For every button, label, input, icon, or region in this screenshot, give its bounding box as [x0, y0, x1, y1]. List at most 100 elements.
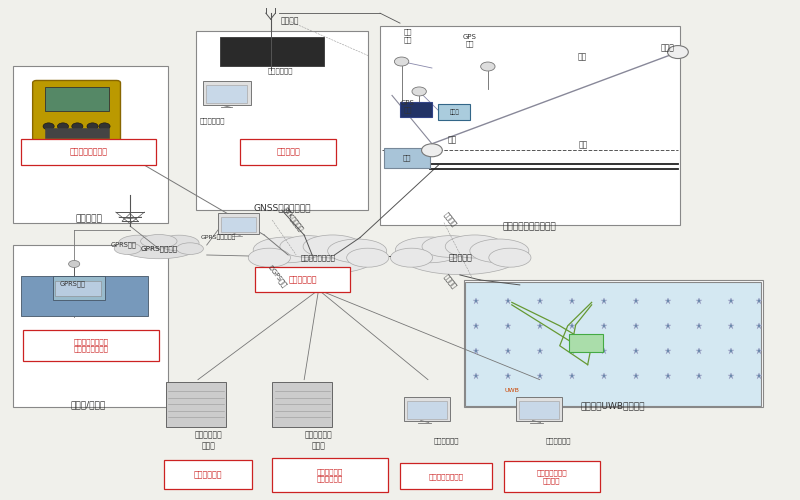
Text: 作业计划管理软件: 作业计划管理软件	[429, 473, 463, 480]
Text: 装载机/运输车: 装载机/运输车	[71, 400, 106, 409]
FancyBboxPatch shape	[254, 268, 350, 292]
Circle shape	[394, 57, 409, 66]
Text: 车身: 车身	[447, 136, 457, 145]
FancyBboxPatch shape	[13, 245, 169, 407]
FancyBboxPatch shape	[504, 462, 600, 492]
Text: 装载机移动站软件
运输车移动站软件: 装载机移动站软件 运输车移动站软件	[74, 338, 109, 352]
Text: 电台天线: 电台天线	[280, 16, 298, 25]
FancyBboxPatch shape	[220, 36, 324, 66]
Circle shape	[72, 123, 83, 130]
Ellipse shape	[159, 235, 199, 251]
Ellipse shape	[177, 243, 203, 254]
Ellipse shape	[114, 243, 141, 254]
Ellipse shape	[248, 248, 290, 267]
Ellipse shape	[141, 234, 177, 248]
Ellipse shape	[303, 235, 362, 258]
Text: 轨道: 轨道	[579, 141, 588, 150]
FancyBboxPatch shape	[196, 30, 368, 210]
Ellipse shape	[390, 248, 433, 267]
FancyBboxPatch shape	[221, 216, 256, 232]
Text: 光纤网络: 光纤网络	[442, 272, 458, 289]
Text: 数据中心软件
系统维护软件: 数据中心软件 系统维护软件	[317, 468, 343, 482]
Text: 手持机移动站软件: 手持机移动站软件	[70, 148, 107, 157]
FancyBboxPatch shape	[165, 460, 252, 490]
Text: 斗轮端: 斗轮端	[661, 44, 674, 52]
Ellipse shape	[280, 236, 336, 258]
FancyBboxPatch shape	[384, 148, 430, 168]
FancyBboxPatch shape	[218, 212, 259, 234]
Text: 工业以太网: 工业以太网	[449, 253, 473, 262]
Text: 调度监控终端: 调度监控终端	[546, 437, 571, 444]
Text: GPRS基站: GPRS基站	[110, 242, 137, 248]
Ellipse shape	[470, 239, 529, 263]
FancyBboxPatch shape	[21, 140, 157, 165]
Ellipse shape	[118, 235, 159, 251]
Text: DGPS差分: DGPS差分	[266, 264, 288, 288]
Text: RTK差分广播: RTK差分广播	[282, 206, 304, 233]
Text: GPS
大线: GPS 大线	[401, 100, 415, 113]
Circle shape	[87, 123, 98, 130]
Text: 计算机生产局域网: 计算机生产局域网	[301, 254, 336, 261]
FancyBboxPatch shape	[23, 330, 159, 360]
Text: 光纤网络: 光纤网络	[442, 210, 458, 228]
FancyBboxPatch shape	[33, 80, 121, 143]
Circle shape	[58, 123, 69, 130]
FancyBboxPatch shape	[400, 102, 432, 118]
FancyBboxPatch shape	[519, 400, 559, 418]
FancyBboxPatch shape	[400, 464, 492, 489]
Text: 通讯中心软件: 通讯中心软件	[288, 276, 317, 284]
Circle shape	[422, 144, 442, 157]
Ellipse shape	[328, 239, 386, 263]
FancyBboxPatch shape	[380, 26, 679, 225]
FancyBboxPatch shape	[45, 128, 109, 138]
FancyBboxPatch shape	[21, 276, 149, 316]
Circle shape	[43, 123, 54, 130]
FancyBboxPatch shape	[53, 276, 105, 300]
FancyBboxPatch shape	[240, 140, 336, 165]
Text: 系统端口应用: 系统端口应用	[194, 470, 222, 480]
Ellipse shape	[395, 237, 463, 263]
Ellipse shape	[489, 248, 531, 267]
FancyBboxPatch shape	[407, 400, 447, 418]
FancyBboxPatch shape	[13, 66, 169, 222]
Text: 基准站接收机: 基准站接收机	[267, 67, 293, 74]
Circle shape	[481, 62, 495, 71]
Ellipse shape	[259, 238, 378, 275]
Text: 计划管理终端: 计划管理终端	[434, 437, 459, 444]
Circle shape	[99, 123, 110, 130]
Text: 作业调度与安全
监控软件: 作业调度与安全 监控软件	[537, 470, 567, 484]
Text: 基准站服务器: 基准站服务器	[199, 117, 225, 123]
Circle shape	[667, 46, 688, 59]
Text: GPRS天线: GPRS天线	[60, 280, 86, 287]
Text: 数据处理中心
分系统: 数据处理中心 分系统	[305, 431, 333, 450]
Ellipse shape	[253, 237, 321, 263]
FancyBboxPatch shape	[272, 458, 388, 492]
Ellipse shape	[446, 235, 504, 258]
Text: UWB: UWB	[504, 388, 519, 393]
Text: 码头操作系统
服务器: 码头操作系统 服务器	[194, 431, 222, 450]
FancyBboxPatch shape	[166, 382, 226, 427]
FancyBboxPatch shape	[438, 104, 470, 120]
FancyBboxPatch shape	[45, 88, 109, 112]
Ellipse shape	[422, 236, 478, 258]
Text: 车身: 车身	[403, 154, 411, 161]
Text: 电台
天线: 电台 天线	[404, 28, 412, 42]
Text: 驾驶室: 驾驶室	[450, 110, 459, 115]
Text: GNSS基准站分系统: GNSS基准站分系统	[253, 203, 310, 212]
FancyBboxPatch shape	[464, 280, 763, 407]
FancyBboxPatch shape	[206, 86, 247, 103]
Text: GPRS监测服务站: GPRS监测服务站	[201, 234, 237, 240]
FancyBboxPatch shape	[55, 281, 102, 296]
Circle shape	[69, 260, 80, 268]
Text: 路巡分系统: 路巡分系统	[75, 214, 102, 223]
Ellipse shape	[346, 248, 389, 267]
Text: 基准站软件: 基准站软件	[276, 148, 300, 157]
FancyBboxPatch shape	[272, 382, 332, 427]
Text: GPRS移动网络: GPRS移动网络	[140, 246, 178, 252]
Ellipse shape	[121, 236, 197, 258]
FancyBboxPatch shape	[202, 82, 250, 106]
Text: 堆取料机移动站分系统: 堆取料机移动站分系统	[502, 222, 556, 231]
Text: GPS
天线: GPS 天线	[462, 34, 477, 48]
FancyBboxPatch shape	[466, 282, 761, 406]
Text: 悬臂: 悬臂	[578, 52, 586, 61]
